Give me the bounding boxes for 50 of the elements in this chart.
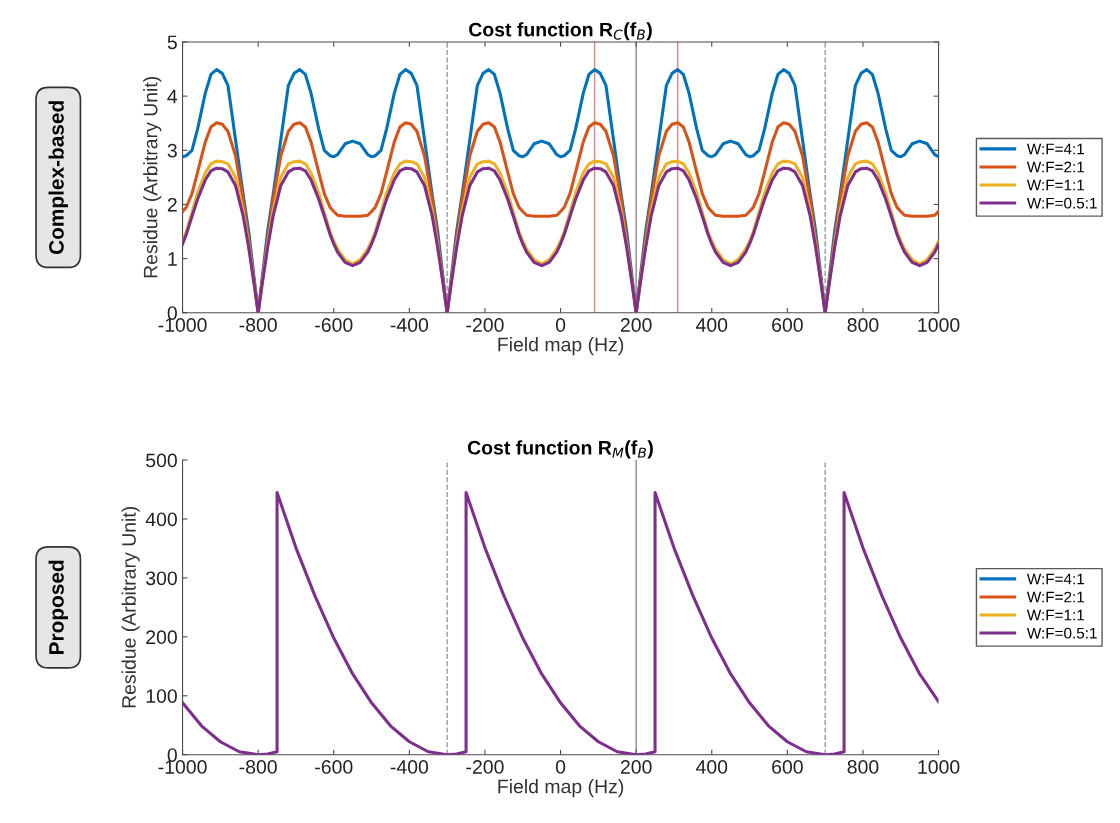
x-tick-label: 400 xyxy=(695,318,728,332)
x-tick-label: -600 xyxy=(315,760,353,774)
legend-label: W:F=2:1 xyxy=(1026,591,1084,603)
x-tick-label: 0 xyxy=(555,318,566,332)
x-tick-label: 1000 xyxy=(918,760,960,774)
x-tick-label: 600 xyxy=(772,760,803,774)
legend-label: W:F=2:1 xyxy=(1026,161,1084,173)
legend-label: W:F=1:1 xyxy=(1026,179,1084,191)
legend-label: W:F=4:1 xyxy=(1026,143,1084,155)
x-tick-label: -800 xyxy=(239,318,277,332)
x-tick-label: 1000 xyxy=(918,318,960,332)
y-tick-label: 4 xyxy=(167,89,178,104)
y-tick-label: 3 xyxy=(167,143,177,158)
text: Complex-based xyxy=(48,101,68,255)
legend-label: W:F=0.5:1 xyxy=(1026,627,1097,639)
y-tick-label: 400 xyxy=(145,512,177,527)
y-tick-label: 2 xyxy=(167,197,177,212)
y-tick-label: 0 xyxy=(167,748,177,762)
chart-title: Cost function R$_{M}$(f$_{B}$) xyxy=(467,440,653,459)
y-tick-label: 100 xyxy=(146,689,177,703)
x-axis-title: Field map (Hz) xyxy=(498,337,624,356)
chart-title: Cost function R$_{C}$(f$_{B}$) xyxy=(469,22,652,41)
legend-label: W:F=4:1 xyxy=(1026,573,1084,585)
x-tick-label: -1000 xyxy=(158,318,207,332)
x-tick-label: 800 xyxy=(847,760,879,774)
x-tick-label: 200 xyxy=(620,318,652,332)
x-axis-title: Field map (Hz) xyxy=(498,779,624,798)
y-axis-title: Residue (Arbitrary Unit) xyxy=(121,507,140,708)
x-tick-label: -600 xyxy=(315,318,353,332)
x-tick-label: -200 xyxy=(466,760,504,774)
x-tick-label: 200 xyxy=(620,760,652,774)
x-tick-label: 600 xyxy=(772,318,803,332)
x-tick-label: -400 xyxy=(390,318,429,332)
y-tick-label: 5 xyxy=(167,35,177,50)
y-tick-label: 500 xyxy=(146,453,177,468)
x-tick-label: 0 xyxy=(555,760,566,774)
y-tick-label: 200 xyxy=(146,630,177,645)
y-tick-label: 1 xyxy=(168,252,177,266)
x-tick-label: 400 xyxy=(695,760,728,774)
y-tick-label: 300 xyxy=(146,571,177,586)
x-tick-label: -200 xyxy=(466,318,504,332)
x-tick-label: -1000 xyxy=(158,760,207,774)
x-tick-label: 800 xyxy=(847,318,879,332)
y-axis-title: Residue (Arbitrary Unit) xyxy=(143,76,162,278)
text: Proposed xyxy=(48,560,68,655)
legend-label: W:F=1:1 xyxy=(1026,609,1084,621)
legend-label: W:F=0.5:1 xyxy=(1026,197,1097,209)
x-tick-label: -400 xyxy=(390,760,429,774)
x-tick-label: -800 xyxy=(239,760,277,774)
y-tick-label: 0 xyxy=(167,306,177,320)
